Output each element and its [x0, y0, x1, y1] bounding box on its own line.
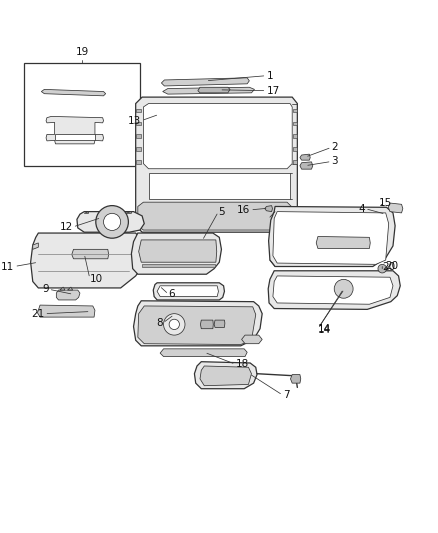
Polygon shape [41, 90, 106, 96]
Circle shape [96, 206, 128, 238]
Polygon shape [136, 97, 297, 232]
Polygon shape [138, 306, 256, 344]
Polygon shape [142, 264, 215, 268]
Polygon shape [273, 212, 389, 264]
Text: 18: 18 [236, 359, 249, 369]
Text: 19: 19 [75, 47, 89, 57]
Polygon shape [139, 240, 217, 262]
Text: 2: 2 [332, 142, 338, 152]
Polygon shape [162, 87, 254, 94]
Polygon shape [300, 162, 313, 169]
Polygon shape [157, 286, 219, 296]
Text: 17: 17 [266, 86, 280, 96]
Circle shape [169, 319, 180, 329]
Polygon shape [136, 134, 141, 138]
Polygon shape [136, 147, 141, 151]
Polygon shape [200, 366, 251, 386]
Polygon shape [131, 233, 222, 274]
Polygon shape [55, 134, 95, 140]
Circle shape [334, 279, 353, 298]
Polygon shape [388, 203, 403, 213]
Polygon shape [201, 320, 213, 329]
Polygon shape [198, 87, 230, 93]
Polygon shape [162, 78, 249, 86]
Polygon shape [72, 249, 109, 259]
Polygon shape [148, 173, 290, 199]
Polygon shape [242, 335, 262, 344]
Text: 14: 14 [318, 324, 331, 334]
Polygon shape [136, 109, 141, 112]
Bar [24, 63, 140, 166]
Text: 12: 12 [60, 222, 73, 232]
Polygon shape [136, 122, 141, 125]
Circle shape [103, 213, 121, 230]
Polygon shape [316, 237, 370, 248]
Polygon shape [33, 243, 39, 249]
Polygon shape [60, 287, 65, 290]
Polygon shape [67, 287, 73, 290]
Polygon shape [46, 116, 103, 144]
Polygon shape [293, 160, 297, 164]
Polygon shape [268, 271, 400, 309]
Polygon shape [31, 233, 144, 288]
Text: 1: 1 [266, 71, 273, 80]
Polygon shape [153, 283, 224, 300]
Text: 16: 16 [237, 205, 250, 215]
Text: 21: 21 [31, 309, 44, 319]
Polygon shape [136, 160, 141, 164]
Circle shape [163, 314, 185, 335]
Polygon shape [293, 109, 297, 112]
Text: 8: 8 [156, 318, 162, 328]
Text: 14: 14 [318, 325, 331, 335]
Text: 10: 10 [90, 273, 103, 284]
Polygon shape [84, 212, 88, 213]
Text: 7: 7 [283, 390, 290, 400]
Polygon shape [134, 301, 262, 346]
Polygon shape [268, 206, 395, 266]
Polygon shape [293, 122, 297, 125]
Polygon shape [290, 375, 301, 383]
Polygon shape [125, 212, 131, 213]
Polygon shape [77, 212, 144, 232]
Text: 20: 20 [382, 262, 396, 271]
Text: 15: 15 [379, 198, 392, 208]
Polygon shape [38, 305, 95, 317]
Text: 4: 4 [358, 204, 365, 214]
Polygon shape [214, 320, 225, 327]
Polygon shape [160, 349, 247, 357]
Text: 20: 20 [386, 261, 399, 271]
Polygon shape [143, 103, 292, 169]
Polygon shape [293, 134, 297, 138]
Polygon shape [194, 362, 257, 389]
Text: 3: 3 [332, 157, 338, 166]
Text: 5: 5 [219, 207, 225, 216]
Text: 9: 9 [42, 284, 49, 294]
Text: 11: 11 [1, 262, 14, 271]
Polygon shape [293, 147, 297, 151]
Polygon shape [138, 202, 291, 230]
Circle shape [378, 264, 387, 273]
Polygon shape [300, 154, 310, 160]
Text: 6: 6 [169, 289, 175, 300]
Polygon shape [265, 206, 272, 212]
Polygon shape [57, 290, 80, 300]
Polygon shape [273, 276, 393, 304]
Text: 13: 13 [128, 116, 141, 126]
